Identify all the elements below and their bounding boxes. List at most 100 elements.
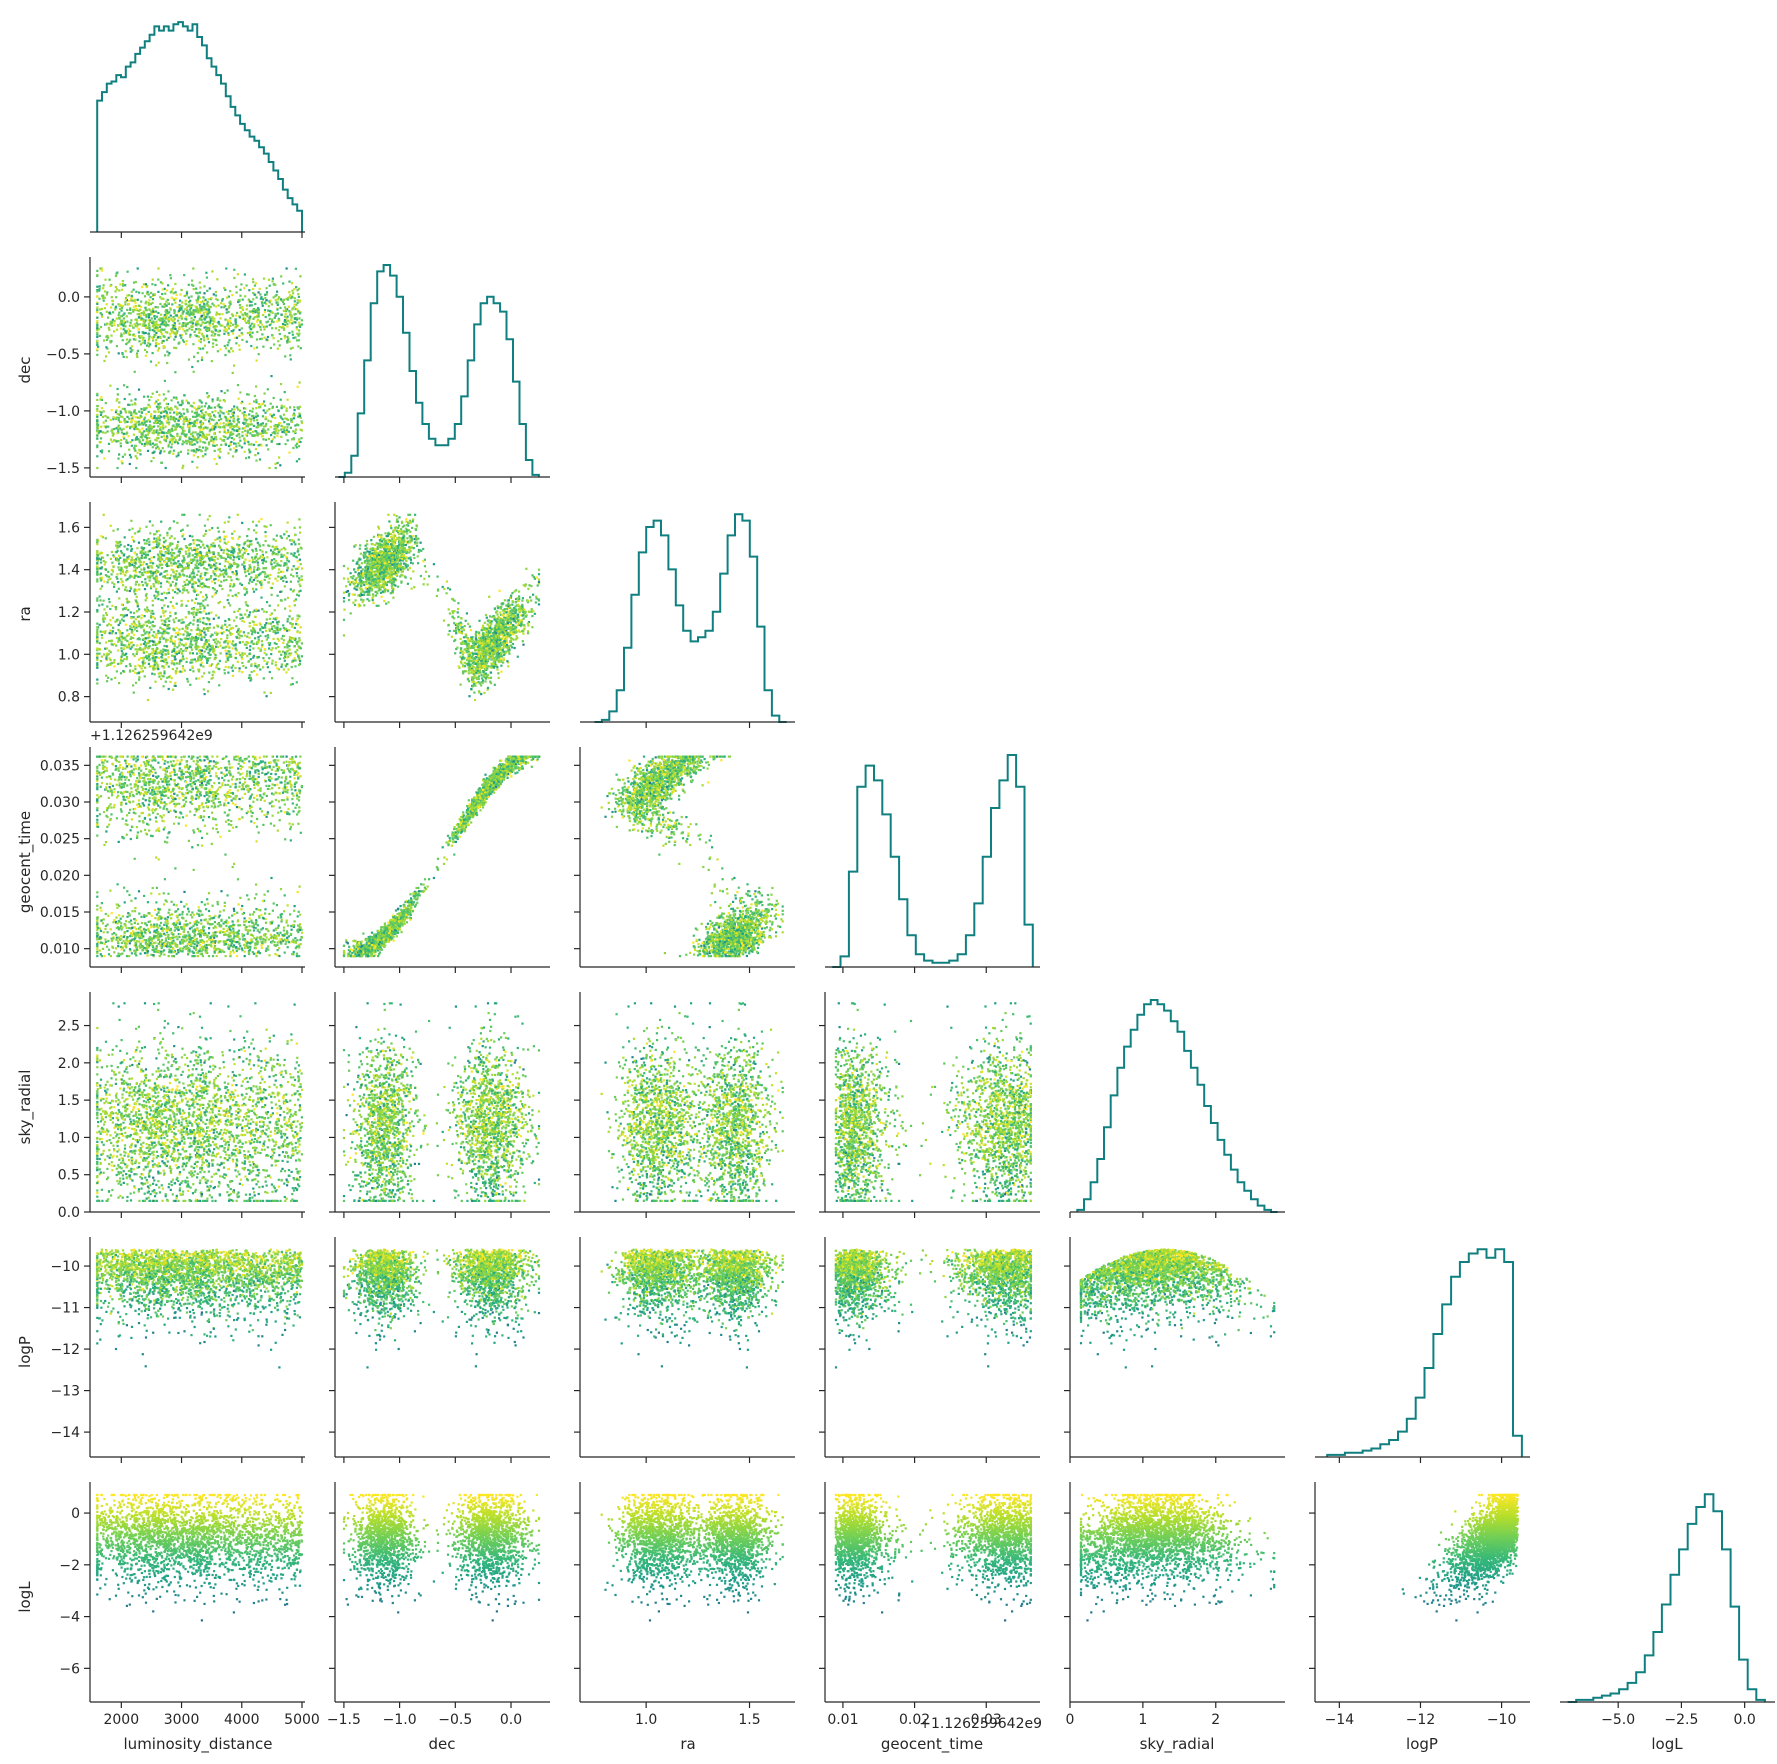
- scatter-point: [274, 317, 276, 319]
- scatter-point: [176, 294, 178, 296]
- scatter-point: [199, 429, 201, 431]
- scatter-point: [136, 457, 138, 459]
- scatter-points: [96, 267, 303, 469]
- scatter-point: [183, 421, 185, 423]
- scatter-point: [183, 413, 185, 415]
- scatter-point: [150, 292, 152, 294]
- scatter-point: [192, 267, 194, 269]
- scatter-point: [298, 335, 300, 337]
- scatter-point: [173, 412, 175, 414]
- scatter-point: [215, 291, 217, 293]
- scatter-point: [191, 450, 193, 452]
- scatter-point: [210, 297, 212, 299]
- scatter-point: [100, 326, 102, 328]
- scatter-point: [267, 420, 269, 422]
- scatter-point: [148, 411, 150, 413]
- scatter-point: [163, 417, 165, 419]
- scatter-point: [238, 398, 240, 400]
- scatter-point: [106, 339, 108, 341]
- scatter-point: [96, 354, 98, 356]
- scatter-point: [129, 334, 131, 336]
- scatter-point: [203, 292, 205, 294]
- scatter-point: [264, 392, 266, 394]
- scatter-point: [174, 283, 176, 285]
- scatter-point: [169, 333, 171, 335]
- scatter-point: [108, 327, 110, 329]
- scatter-point: [110, 439, 112, 441]
- scatter-point: [127, 435, 129, 437]
- scatter-point: [201, 412, 203, 414]
- scatter-point: [121, 432, 123, 434]
- scatter-point: [162, 447, 164, 449]
- scatter-point: [187, 449, 189, 451]
- scatter-point: [267, 336, 269, 338]
- scatter-point: [172, 288, 174, 290]
- scatter-point: [187, 411, 189, 413]
- scatter-point: [157, 350, 159, 352]
- scatter-point: [256, 419, 258, 421]
- scatter-point: [236, 337, 238, 339]
- scatter-point: [262, 346, 264, 348]
- scatter-point: [131, 291, 133, 293]
- scatter-point: [286, 410, 288, 412]
- scatter-point: [131, 404, 133, 406]
- scatter-point: [262, 314, 264, 316]
- scatter-point: [171, 297, 173, 299]
- scatter-point: [278, 443, 280, 445]
- scatter-point: [215, 294, 217, 296]
- scatter-point: [271, 334, 273, 336]
- scatter-point: [266, 339, 268, 341]
- scatter-point: [268, 467, 270, 469]
- scatter-point: [170, 315, 172, 317]
- scatter-point: [266, 287, 268, 289]
- scatter-point: [165, 467, 167, 469]
- scatter-point: [298, 441, 300, 443]
- histogram-luminosity_distance: [97, 22, 302, 232]
- scatter-point: [298, 333, 300, 335]
- scatter-point: [220, 444, 222, 446]
- scatter-point: [173, 450, 175, 452]
- scatter-point: [236, 312, 238, 314]
- scatter-point: [156, 391, 158, 393]
- scatter-point: [254, 395, 256, 397]
- scatter-point: [124, 303, 126, 305]
- scatter-point: [155, 364, 157, 366]
- scatter-point: [111, 409, 113, 411]
- scatter-point: [107, 317, 109, 319]
- scatter-point: [155, 332, 157, 334]
- scatter-point: [123, 356, 125, 358]
- scatter-point: [148, 293, 150, 295]
- scatter-point: [196, 419, 198, 421]
- scatter-point: [280, 338, 282, 340]
- scatter-point: [270, 375, 272, 377]
- scatter-point: [108, 351, 110, 353]
- scatter-point: [288, 332, 290, 334]
- scatter-point: [264, 309, 266, 311]
- scatter-point: [284, 337, 286, 339]
- scatter-point: [112, 303, 114, 305]
- scatter-point: [274, 463, 276, 465]
- scatter-point: [246, 341, 248, 343]
- scatter-point: [116, 288, 118, 290]
- scatter-point: [164, 380, 166, 382]
- scatter-point: [197, 352, 199, 354]
- scatter-point: [104, 415, 106, 417]
- scatter-point: [262, 415, 264, 417]
- scatter-point: [131, 324, 133, 326]
- scatter-point: [251, 304, 253, 306]
- scatter-point: [164, 293, 166, 295]
- scatter-point: [229, 448, 231, 450]
- scatter-point: [297, 302, 299, 304]
- scatter-point: [291, 296, 293, 298]
- scatter-point: [108, 450, 110, 452]
- scatter-point: [165, 331, 167, 333]
- scatter-point: [161, 333, 163, 335]
- scatter-point: [223, 333, 225, 335]
- scatter-point: [145, 283, 147, 285]
- panel-luminosity_distance-vs-luminosity_distance: [90, 22, 305, 238]
- scatter-point: [136, 322, 138, 324]
- scatter-point: [285, 443, 287, 445]
- scatter-point: [264, 412, 266, 414]
- scatter-point: [208, 341, 210, 343]
- scatter-point: [288, 306, 290, 308]
